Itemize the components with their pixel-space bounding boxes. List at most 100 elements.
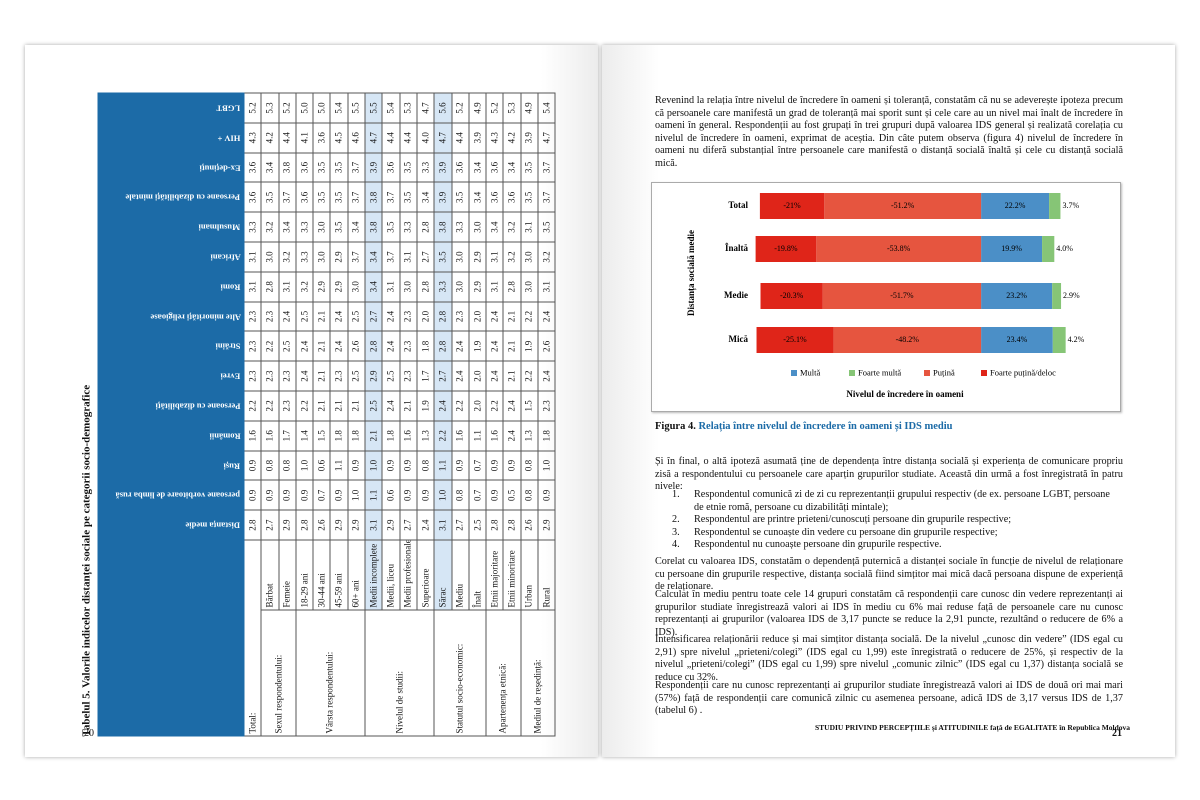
table-cell: 5.4 [381, 92, 400, 123]
table-cell: 0.9 [399, 479, 417, 510]
page-number: 20 [84, 728, 94, 739]
bar-segment [816, 236, 982, 262]
table-cell: 5.4 [329, 92, 348, 123]
legend-swatch [981, 370, 987, 376]
table-cell: 3.4 [260, 152, 279, 182]
list-item: 3. Respondentul se cunoaște din vedere cu… [672, 527, 1122, 540]
table-cell: 5.4 [537, 92, 555, 123]
table-cell: 2.4 [537, 301, 555, 331]
table-cell: 3.1 [399, 241, 417, 272]
table-cell: 4.9 [520, 92, 538, 123]
table-cell: 1.6 [485, 420, 503, 451]
table-cell: 2.6 [537, 330, 555, 361]
table-row: Mediul de reședință: Urban 2.6 0.8 0.8 1.3 1.5… [520, 92, 555, 736]
table-cell: 2.2 [243, 390, 261, 421]
table-cell: 2.8 [295, 509, 313, 540]
table-cell: 2.3 [243, 301, 261, 331]
table-cell: 0.8 [416, 450, 434, 480]
table-cell: 2.3 [278, 360, 296, 391]
table-cell: 3.3 [295, 211, 313, 242]
column-header: Evrei [97, 360, 244, 391]
value-label: 3.7% [1062, 201, 1079, 210]
table-cell: 3.9 [433, 181, 452, 212]
group-label: Sexul respondentului: [260, 609, 296, 736]
table-cell: 3.2 [295, 271, 313, 302]
column-header: Distanța medie [97, 509, 244, 540]
table-cell: 2.9 [329, 271, 348, 302]
column-header-text: persoane vorbitoare de limba rusă [115, 490, 240, 501]
x-axis-title: Nivelul de încredere în oameni [846, 389, 964, 399]
table-cell: 3.6 [451, 152, 469, 182]
table-row: Apartenența etnică: Etnii majoritare 2.8 0.… [485, 92, 521, 736]
table-cell: 4.4 [278, 122, 296, 153]
column-header: Romi [97, 271, 244, 302]
table-cell: 3.3 [399, 211, 417, 242]
row-label: Urban [520, 539, 538, 610]
table-cell: 3.8 [278, 152, 296, 182]
column-header-text: Românii [208, 430, 240, 441]
group-label: Total: [243, 539, 261, 736]
list-item: 4. Respondentul nu cunoaște persoane din … [672, 539, 1122, 552]
legend-label: Multă [800, 367, 821, 377]
table-cell: 2.8 [433, 301, 452, 331]
table-cell: 2.6 [520, 509, 538, 540]
table-cell: 0.7 [468, 479, 486, 510]
table-cell: 2.8 [416, 211, 434, 242]
list-item: 2. Respondentul are printre prieteni/cuno… [672, 514, 1122, 527]
row-label: 60+ ani [347, 539, 365, 610]
table-cell: 2.2 [295, 390, 313, 421]
table-cell: 3.1 [520, 211, 538, 242]
paragraph: Corelat cu valoarea IDS, constatăm o dep… [655, 556, 1123, 593]
table-cell: 4.4 [451, 122, 469, 153]
table-cell: 4.7 [433, 122, 452, 153]
paragraph: Calculat în mediu pentru toate cele 14 g… [655, 589, 1123, 638]
table-row: Statutul socio-economic: Sărac 3.1 1.0 1.1 2.… [433, 92, 486, 736]
table-cell: 0.6 [312, 450, 330, 480]
table-cell: 0.9 [329, 479, 348, 510]
column-header-text: Evrei [220, 371, 240, 382]
category-label: Medie [724, 290, 748, 300]
table-cell: 2.4 [416, 509, 434, 540]
table-row: Sexul respondentului: Bărbat 2.7 0.9 0.8 1.6 2… [260, 92, 296, 736]
table-cell: 1.7 [278, 420, 296, 451]
table-cell: 4.7 [416, 92, 434, 123]
table-cell: 2.8 [485, 509, 503, 540]
column-header: HIV + [97, 122, 244, 153]
value-label: 23.4% [1007, 335, 1028, 344]
table-cell: 2.8 [502, 509, 521, 540]
table-cell: 0.9 [260, 479, 279, 510]
value-label: 22.2% [1005, 201, 1026, 210]
table-cell: 3.7 [278, 181, 296, 212]
row-label: 45-59 ani [329, 539, 348, 610]
column-header-text: LGBT [216, 102, 240, 113]
table-cell: 3.4 [347, 211, 365, 242]
table-cell: 2.5 [278, 330, 296, 361]
table-cell: 2.9 [468, 241, 486, 272]
table-cell: 2.2 [520, 360, 538, 391]
table-cell: 3.2 [537, 241, 555, 272]
rotated-table-block: Tabelul 5. Valorile indicelor distanței … [75, 92, 555, 736]
table-cell: 3.0 [260, 241, 279, 272]
column-header-text: Musulmani [198, 222, 240, 233]
row-label: Bărbat [260, 539, 279, 610]
table-cell: 4.2 [260, 122, 279, 153]
table-cell: 2.3 [399, 360, 417, 391]
row-label: Sărac [433, 539, 452, 610]
page-number: 21 [1112, 728, 1122, 739]
category-label: Înaltă [725, 243, 749, 253]
paragraph: Intensificarea relaționării reduce și ma… [655, 634, 1123, 683]
column-header-text: Ex-deținuți [198, 162, 240, 173]
table-cell: 3.1 [364, 509, 382, 540]
table-cell: 2.4 [451, 360, 469, 391]
table-cell: 1.5 [312, 420, 330, 451]
table-cell: 3.1 [381, 271, 400, 302]
header-row: Distanța medie persoane vorbitoare de lim… [97, 92, 244, 736]
table-cell: 2.1 [312, 301, 330, 331]
table-row: Total: 2.8 0.9 0.9 1.6 2.2 2.3 2.3 2.3 3.1 3.1 3.3 3… [243, 92, 261, 736]
bar-segment [824, 193, 982, 219]
table-cell: 1.6 [451, 420, 469, 451]
table-cell: 1.6 [399, 420, 417, 451]
table-cell: 3.7 [347, 241, 365, 272]
table-cell: 3.2 [278, 241, 296, 272]
